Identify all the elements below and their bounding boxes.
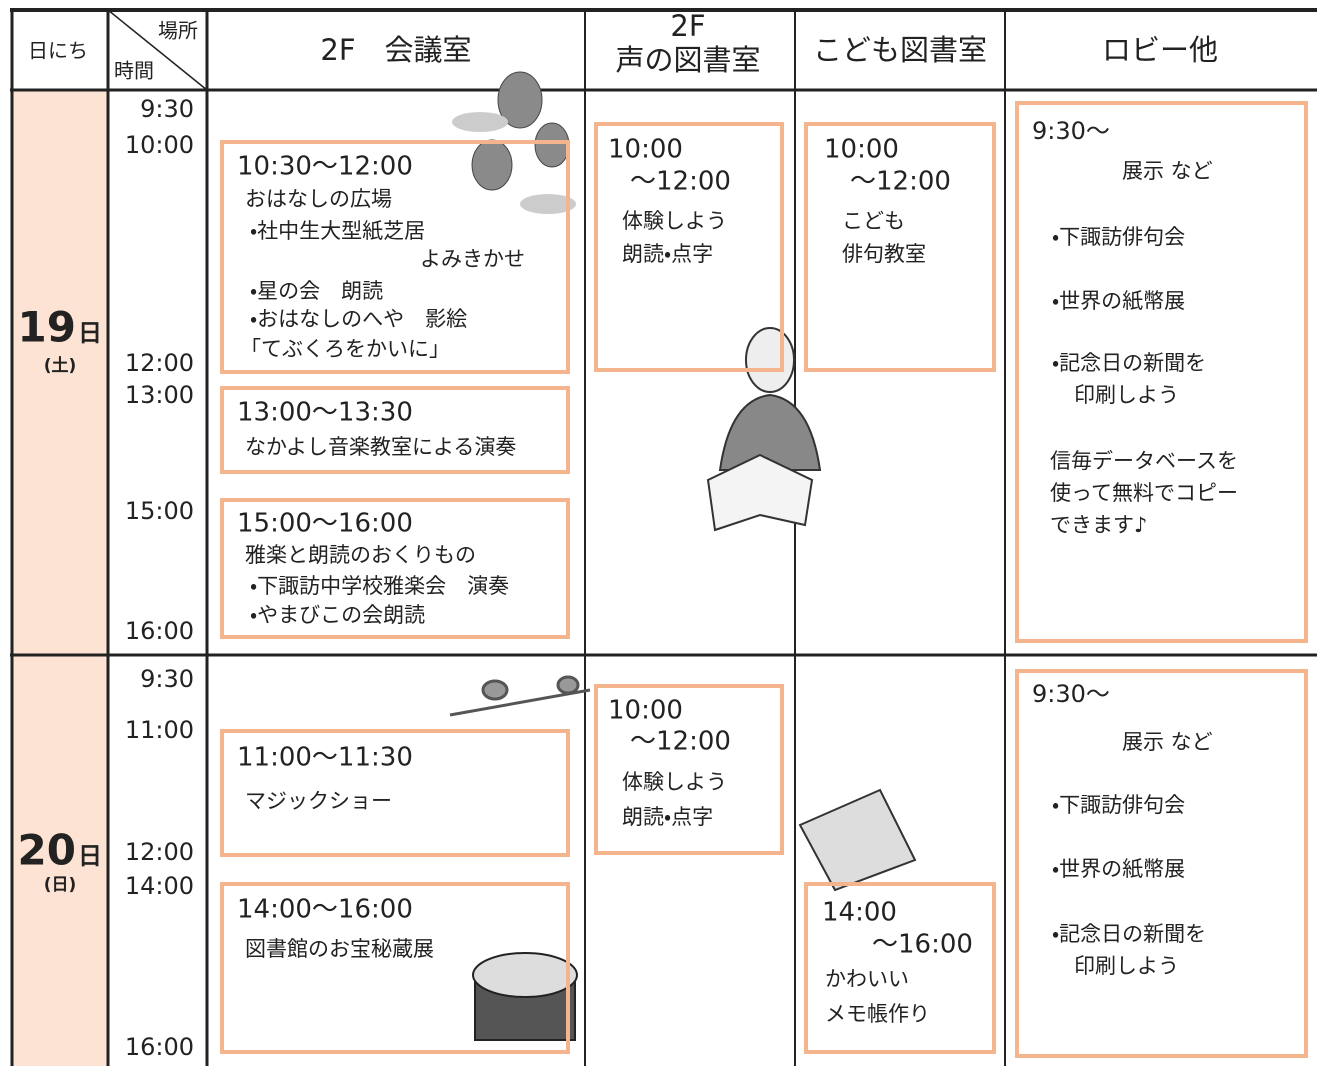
event-text: ・記念日の新聞を bbox=[1052, 351, 1206, 375]
column-header: 2F bbox=[670, 9, 705, 43]
event-text: 体験しよう bbox=[622, 770, 727, 794]
place-header: 場所 bbox=[158, 19, 198, 43]
event-text: 10:00 bbox=[608, 135, 683, 165]
event-text: 14:00 bbox=[822, 898, 897, 928]
column-header: 2F 会議室 bbox=[320, 33, 471, 67]
time-label: 9:30 bbox=[140, 665, 194, 693]
time-label: 9:30 bbox=[140, 95, 194, 123]
event-box bbox=[804, 122, 996, 372]
column-header: 声の図書室 bbox=[615, 43, 760, 77]
grid bbox=[10, 8, 1317, 1066]
weekday: (土) bbox=[44, 355, 77, 376]
treasure-chest bbox=[472, 952, 578, 1041]
event-text: 体験しよう bbox=[622, 209, 727, 233]
event-text: 13:00〜13:30 bbox=[237, 398, 413, 428]
day-unit: 日 bbox=[78, 319, 102, 347]
event-box bbox=[1015, 669, 1308, 1058]
birds-branch bbox=[449, 675, 591, 717]
event-box bbox=[804, 882, 996, 1054]
event-text: 信毎データベースを bbox=[1050, 449, 1238, 473]
time-label: 13:00 bbox=[125, 381, 194, 409]
event-text: 使って無料でコピー bbox=[1050, 481, 1238, 505]
event-text: よみきかせ bbox=[420, 247, 525, 271]
event-text: ・世界の紙幣展 bbox=[1052, 289, 1185, 313]
event-text: 「てぶくろをかいに」 bbox=[240, 337, 450, 361]
event-text: 10:00 bbox=[824, 135, 899, 165]
time-label: 14:00 bbox=[125, 872, 194, 900]
time-label: 10:00 bbox=[125, 131, 194, 159]
time-label: 16:00 bbox=[125, 617, 194, 645]
event-text: こども bbox=[842, 209, 905, 233]
event-text: 14:00〜16:00 bbox=[237, 895, 413, 925]
event-text: マジックショー bbox=[245, 789, 392, 813]
time-header: 時間 bbox=[114, 59, 154, 83]
event-text: 9:30〜 bbox=[1032, 680, 1110, 708]
event-text: 〜16:00 bbox=[872, 930, 973, 960]
event-box bbox=[594, 122, 784, 372]
event-text: ・下諏訪中学校雅楽会 演奏 bbox=[250, 574, 509, 598]
event-text: なかよし音楽教室による演奏 bbox=[245, 435, 516, 459]
event-text: 印刷しよう bbox=[1074, 954, 1179, 978]
event-text: 15:00〜16:00 bbox=[237, 509, 413, 539]
event-text: ・記念日の新聞を bbox=[1052, 922, 1206, 946]
event-box bbox=[220, 498, 570, 639]
event-text: ・下諏訪俳句会 bbox=[1052, 793, 1185, 817]
event-text: ・下諏訪俳句会 bbox=[1052, 225, 1185, 249]
date-header: 日にち bbox=[28, 39, 88, 63]
day-number: 20 bbox=[18, 826, 76, 875]
event-text: 展示 など bbox=[1122, 730, 1213, 754]
event-text: 朗読・点字 bbox=[622, 242, 713, 266]
day-unit: 日 bbox=[78, 842, 102, 870]
event-text: 展示 など bbox=[1122, 159, 1213, 183]
column-header: ロビー他 bbox=[1102, 33, 1218, 67]
day-number: 19 bbox=[18, 303, 76, 352]
balloons bbox=[452, 71, 576, 214]
date-column-bg bbox=[12, 90, 108, 1066]
time-label: 16:00 bbox=[125, 1033, 194, 1061]
time-label: 11:00 bbox=[125, 716, 194, 744]
event-box bbox=[220, 882, 570, 1054]
reader-figure bbox=[706, 327, 822, 532]
event-text: 印刷しよう bbox=[1074, 383, 1179, 407]
event-text: 雅楽と朗読のおくりもの bbox=[245, 543, 476, 567]
event-box bbox=[220, 386, 570, 474]
event-text: おはなしの広場 bbox=[245, 187, 392, 211]
event-box bbox=[220, 729, 570, 857]
event-text: 〜12:00 bbox=[630, 167, 731, 197]
event-text: かわいい bbox=[825, 967, 909, 991]
time-label: 12:00 bbox=[125, 838, 194, 866]
event-text: ・星の会 朗読 bbox=[250, 279, 383, 303]
time-label: 12:00 bbox=[125, 349, 194, 377]
event-text: 〜12:00 bbox=[630, 727, 731, 757]
time-label: 15:00 bbox=[125, 497, 194, 525]
event-text: ・おはなしのへや 影絵 bbox=[250, 307, 467, 331]
event-text: ・世界の紙幣展 bbox=[1052, 857, 1185, 881]
column-header: こども図書室 bbox=[813, 33, 987, 67]
event-text: ・社中生大型紙芝居 bbox=[250, 219, 425, 243]
event-text: 10:30〜12:00 bbox=[237, 152, 413, 182]
event-text: 10:00 bbox=[608, 696, 683, 726]
event-text: 俳句教室 bbox=[842, 242, 926, 266]
event-text: できます♪ bbox=[1050, 513, 1147, 537]
event-box bbox=[220, 140, 570, 374]
event-box bbox=[594, 684, 784, 855]
event-text: ・やまびこの会朗読 bbox=[250, 603, 425, 627]
event-text: 図書館のお宝秘蔵展 bbox=[245, 937, 434, 961]
event-text: 9:30〜 bbox=[1032, 117, 1110, 145]
event-text: 朗読・点字 bbox=[622, 805, 713, 829]
event-box bbox=[1015, 101, 1308, 643]
weekday: (日) bbox=[44, 875, 77, 895]
notebook bbox=[798, 788, 917, 892]
event-text: 〜12:00 bbox=[850, 167, 951, 197]
diagonal bbox=[107, 9, 208, 91]
event-text: 11:00〜11:30 bbox=[237, 743, 413, 773]
event-text: メモ帳作り bbox=[825, 1002, 930, 1026]
